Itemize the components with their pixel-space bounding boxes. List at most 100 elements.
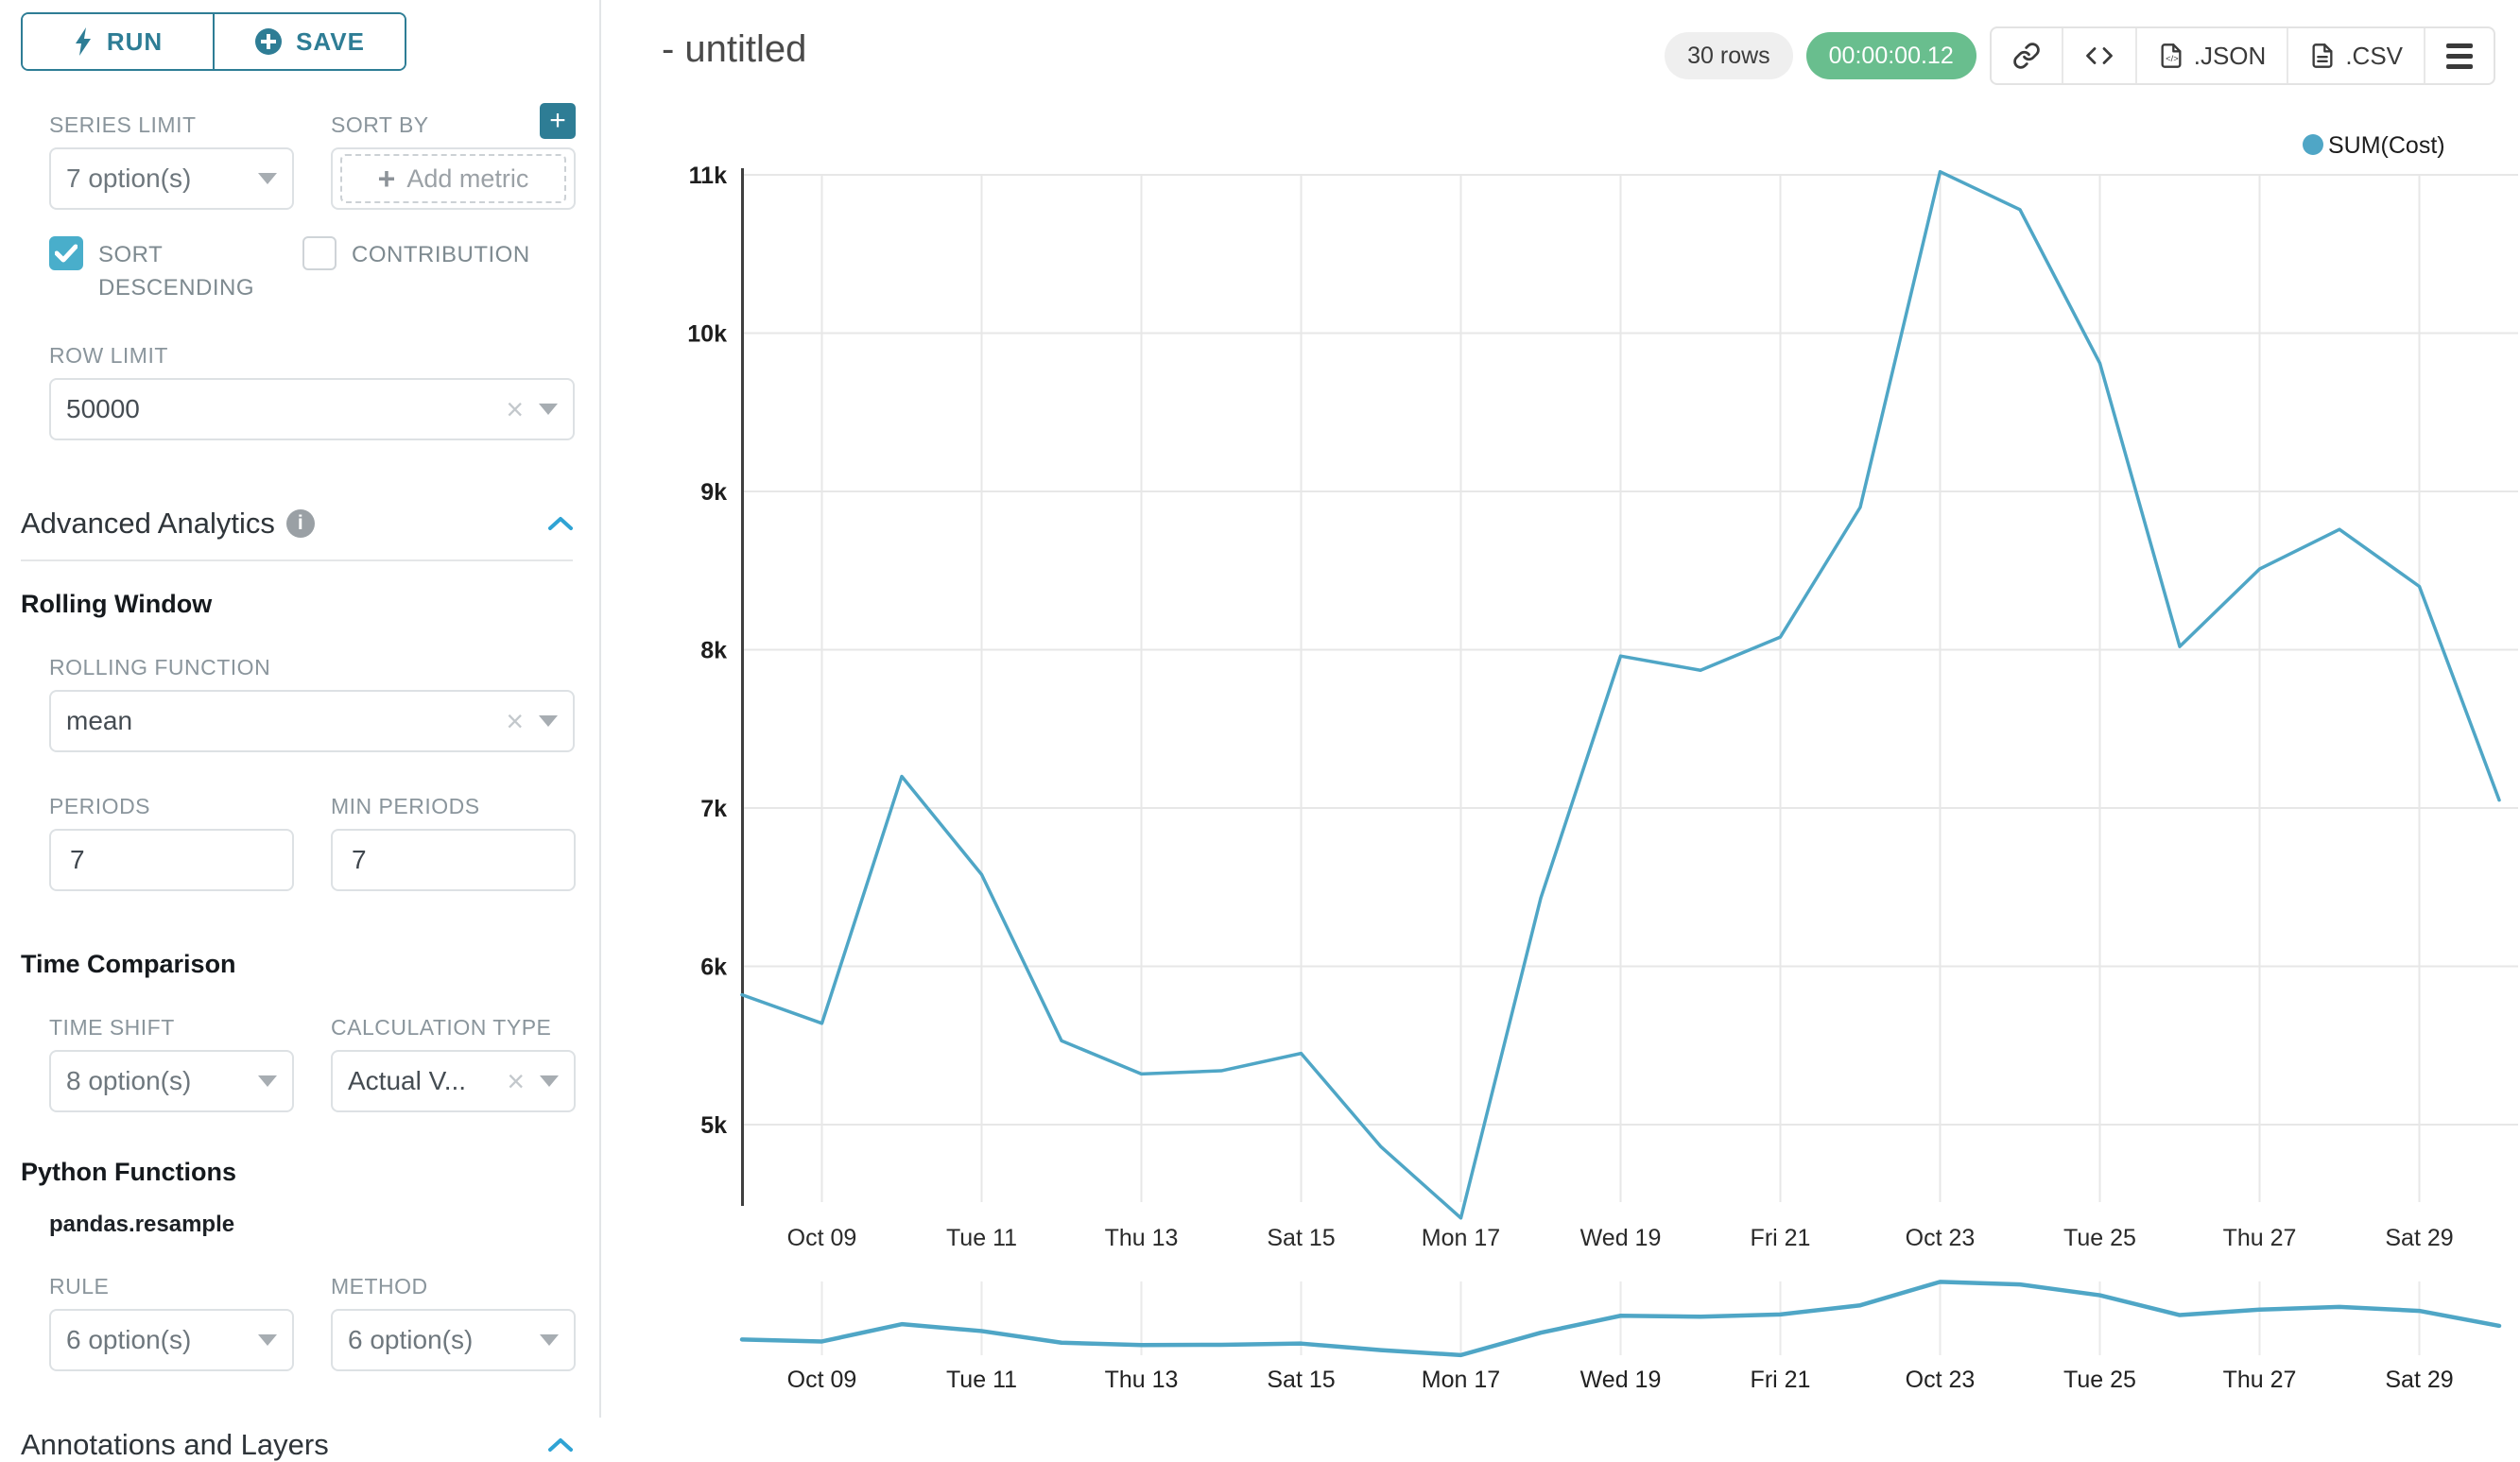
- sort-descending-label: SORT DESCENDING: [98, 242, 255, 301]
- export-csv-button[interactable]: .CSV: [2287, 28, 2424, 83]
- rolling-function-value: mean: [66, 705, 133, 735]
- control-panel-sidebar: RUN SAVE SERIES LIMIT 7 option(s) SORT B…: [0, 0, 601, 1461]
- chevron-down-icon: [540, 1333, 559, 1346]
- mini-context-line[interactable]: [739, 1280, 2502, 1358]
- code-icon: [2085, 47, 2113, 64]
- mini-x-axis-tick-label: Mon 17: [1422, 1367, 1500, 1393]
- rule-field: RULE 6 option(s): [49, 1274, 294, 1371]
- chart-title[interactable]: - untitled: [662, 28, 807, 70]
- contribution-checkbox[interactable]: [302, 236, 337, 270]
- series-limit-label: SERIES LIMIT: [49, 112, 197, 137]
- x-axis-tick-label: Mon 17: [1422, 1225, 1500, 1251]
- method-value: 6 option(s): [348, 1324, 474, 1354]
- method-select[interactable]: 6 option(s): [331, 1308, 576, 1371]
- rule-select[interactable]: 6 option(s): [49, 1308, 294, 1371]
- add-metric-dropzone[interactable]: + Add metric: [340, 154, 566, 203]
- python-functions-heading: Python Functions: [21, 1157, 236, 1186]
- time-shift-value: 8 option(s): [66, 1065, 192, 1095]
- share-link-button[interactable]: [1992, 28, 2062, 83]
- run-button[interactable]: RUN: [23, 14, 213, 69]
- mini-x-axis-tick-label: Sat 15: [1267, 1367, 1335, 1393]
- periods-input[interactable]: 7: [49, 828, 294, 891]
- mini-x-axis-tick-label: Thu 27: [2223, 1367, 2297, 1393]
- rolling-function-select[interactable]: mean ×: [49, 689, 575, 752]
- row-limit-value: 50000: [66, 393, 140, 423]
- contribution-label: CONTRIBUTION: [352, 242, 530, 267]
- section-divider: [21, 559, 573, 561]
- x-axis-tick-label: Sat 15: [1267, 1225, 1335, 1251]
- row-limit-label: ROW LIMIT: [49, 342, 168, 368]
- mini-x-axis-tick-label: Thu 13: [1105, 1367, 1179, 1393]
- advanced-analytics-title: Advanced Analytics: [21, 506, 275, 540]
- chevron-down-icon: [539, 403, 558, 415]
- json-file-icon: </>: [2161, 43, 2182, 68]
- mini-x-axis-tick-label: Sat 29: [2385, 1367, 2453, 1393]
- csv-label: .CSV: [2345, 41, 2403, 70]
- method-label: METHOD: [331, 1273, 428, 1299]
- mini-x-axis-tick-label: Oct 09: [787, 1367, 857, 1393]
- chevron-down-icon: [539, 714, 558, 727]
- x-axis-tick-label: Tue 25: [2063, 1225, 2136, 1251]
- mini-x-axis-tick-label: Oct 23: [1906, 1367, 1976, 1393]
- mini-x-axis-tick-label: Tue 25: [2063, 1367, 2136, 1393]
- chevron-down-icon: [258, 1333, 277, 1346]
- clear-icon[interactable]: ×: [506, 391, 524, 426]
- min-periods-input[interactable]: 7: [331, 828, 576, 891]
- chevron-up-icon[interactable]: [548, 1437, 573, 1453]
- calculation-type-label: CALCULATION TYPE: [331, 1014, 552, 1040]
- time-shift-select[interactable]: 8 option(s): [49, 1049, 294, 1112]
- calculation-type-value: Actual V...: [348, 1065, 467, 1095]
- chevron-down-icon: [258, 1075, 277, 1087]
- annotations-section-header[interactable]: Annotations and Layers: [21, 1428, 573, 1462]
- save-button[interactable]: SAVE: [213, 14, 405, 69]
- calculation-type-field: CALCULATION TYPE Actual V... ×: [331, 1015, 576, 1112]
- export-toolbar: </> .JSON .CSV: [1989, 26, 2495, 85]
- clear-icon[interactable]: ×: [506, 703, 524, 738]
- sort-descending-checkbox[interactable]: [49, 236, 83, 270]
- view-query-button[interactable]: [2061, 28, 2135, 83]
- x-axis-tick-label: Oct 23: [1906, 1225, 1976, 1251]
- sort-descending-option: SORT DESCENDING: [49, 236, 294, 305]
- csv-file-icon: [2312, 43, 2333, 68]
- legend-dot[interactable]: [2303, 134, 2323, 155]
- chevron-down-icon: [258, 173, 277, 184]
- pandas-resample-label: pandas.resample: [49, 1211, 235, 1237]
- mini-x-axis-tick-label: Wed 19: [1580, 1367, 1662, 1393]
- rolling-window-heading: Rolling Window: [21, 589, 213, 618]
- x-axis-tick-label: Tue 11: [946, 1225, 1017, 1251]
- min-periods-value: 7: [352, 844, 367, 874]
- json-label: .JSON: [2193, 41, 2267, 70]
- row-count-badge: 30 rows: [1665, 32, 1793, 79]
- contribution-option: CONTRIBUTION: [302, 236, 547, 305]
- legend-label[interactable]: SUM(Cost): [2328, 132, 2445, 159]
- check-icon: [55, 244, 78, 263]
- hamburger-icon: [2446, 43, 2473, 69]
- method-field: METHOD 6 option(s): [331, 1274, 576, 1371]
- periods-label: PERIODS: [49, 793, 151, 818]
- run-button-label: RUN: [106, 26, 164, 56]
- save-button-label: SAVE: [296, 26, 365, 56]
- y-axis-tick-label: 10k: [687, 321, 727, 348]
- add-metric-plus-button[interactable]: +: [540, 103, 576, 139]
- calculation-type-select[interactable]: Actual V... ×: [331, 1049, 576, 1112]
- clear-icon[interactable]: ×: [507, 1063, 525, 1098]
- chevron-up-icon[interactable]: [548, 516, 573, 531]
- plus-icon: +: [377, 162, 396, 196]
- periods-value: 7: [70, 844, 85, 874]
- export-json-button[interactable]: </> .JSON: [2134, 28, 2287, 83]
- series-limit-select[interactable]: 7 option(s): [49, 147, 294, 210]
- info-icon: i: [285, 508, 315, 538]
- x-axis-tick-label: Wed 19: [1580, 1225, 1662, 1251]
- rolling-function-label: ROLLING FUNCTION: [49, 654, 271, 679]
- advanced-analytics-section-header[interactable]: Advanced Analytics i: [21, 507, 573, 541]
- row-limit-select[interactable]: 50000 ×: [49, 377, 575, 440]
- add-metric-placeholder: Add metric: [406, 163, 529, 193]
- chart-menu-button[interactable]: [2424, 28, 2494, 83]
- time-series-chart[interactable]: 5k 6k 7k 8k 9k 10k 11k Oct 09 Tue 11 Thu 13 Sat 15…: [602, 104, 2520, 1418]
- link-icon: [2012, 43, 2040, 69]
- sum-cost-line[interactable]: [740, 169, 2501, 1220]
- min-periods-label: MIN PERIODS: [331, 793, 480, 818]
- rule-label: RULE: [49, 1273, 110, 1299]
- periods-field: PERIODS 7: [49, 794, 294, 891]
